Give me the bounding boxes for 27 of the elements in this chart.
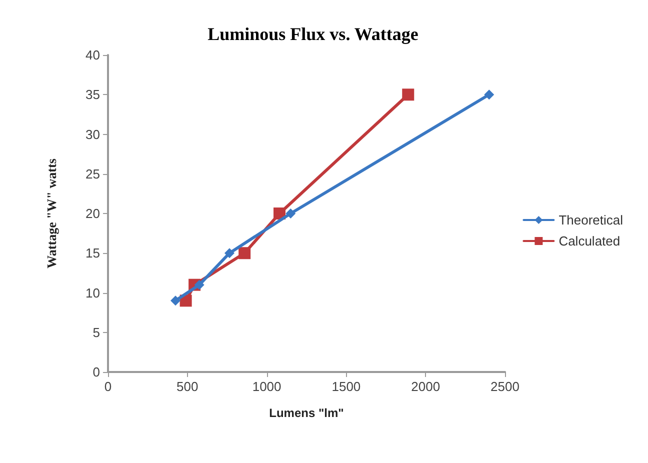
x-tick-label: 500	[176, 379, 198, 394]
x-tick-label: 1000	[252, 379, 282, 394]
x-tick-label: 0	[104, 379, 112, 394]
legend-label: Theoretical	[558, 212, 624, 228]
x-tick-label: 2500	[490, 379, 520, 394]
point	[224, 248, 234, 258]
y-tick-label: 15	[86, 246, 100, 261]
x-tick-label: 2000	[411, 379, 440, 394]
point	[286, 208, 296, 218]
x-axis-title: Lumens "lm"	[269, 406, 344, 420]
point	[484, 90, 494, 100]
y-tick-label: 30	[86, 126, 100, 142]
point	[238, 247, 251, 260]
chart-title: Luminous Flux vs. Wattage	[208, 24, 418, 44]
y-tick-label: 40	[86, 48, 100, 62]
y-tick-label: 20	[86, 206, 100, 221]
y-tick-label: 35	[86, 87, 100, 102]
x-tick-label: 1500	[332, 379, 361, 394]
point	[170, 296, 180, 306]
y-tick-label: 0	[92, 364, 100, 380]
legend-label: Calculated	[558, 234, 620, 248]
point	[402, 88, 414, 101]
y-axis-title: Wattage "W" watts	[44, 158, 59, 268]
point	[194, 280, 204, 290]
y-tick-label: 5	[92, 324, 100, 340]
y-tick-label: 10	[86, 285, 100, 300]
y-tick-label: 25	[86, 166, 100, 182]
